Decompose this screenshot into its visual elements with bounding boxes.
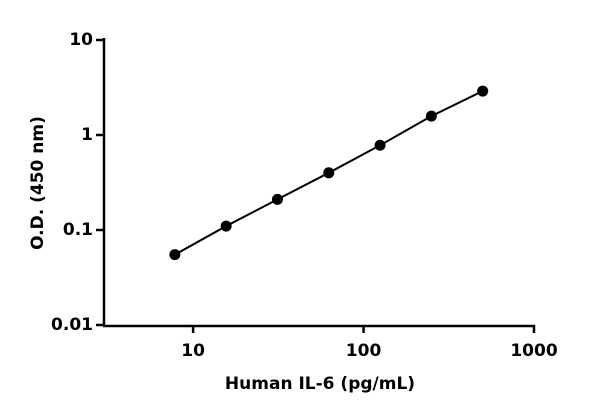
data-point [271,193,283,205]
y-tick-label: 1 [81,125,93,145]
x-tick-label: 1000 [510,341,557,361]
x-tick-label: 100 [346,341,382,361]
y-tick-label: 0.1 [63,220,93,240]
data-point [220,220,232,232]
y-axis-title: O.D. (450 nm) [28,116,48,250]
y-tick-label: 0.01 [51,315,93,335]
data-point [169,249,181,261]
x-tick-label: 10 [181,341,205,361]
data-point [425,110,437,122]
data-point [374,139,386,151]
data-point [323,167,335,179]
x-axis-title: Human IL-6 (pg/mL) [225,374,415,394]
data-point [477,85,489,97]
y-tick-label: 10 [69,30,93,50]
